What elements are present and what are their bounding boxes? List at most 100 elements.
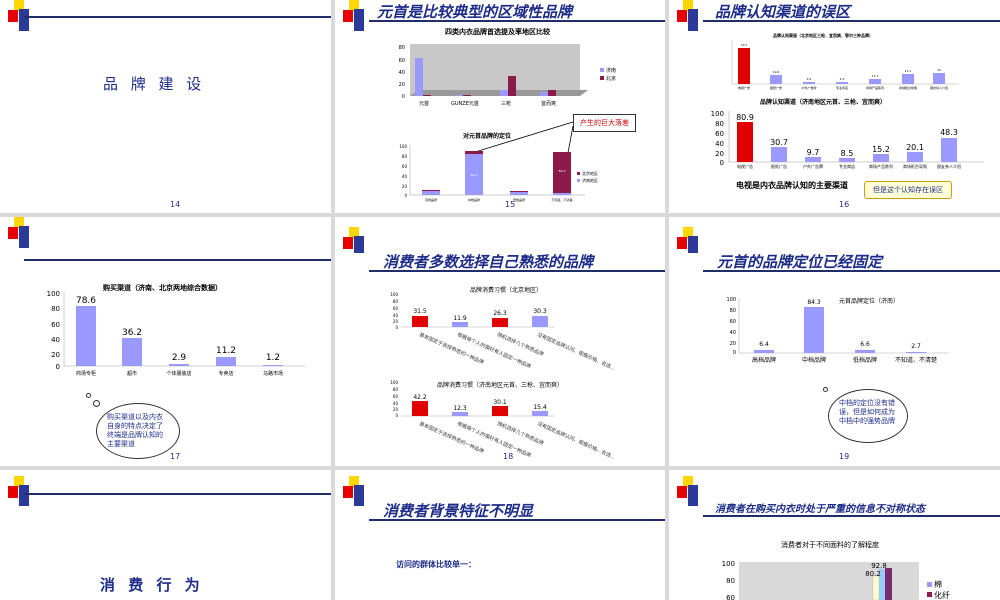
svg-text:高档品牌: 高档品牌	[425, 197, 437, 202]
callout-gap: 产生的巨大落差	[573, 114, 636, 132]
slide-title: 品 牌 建 设	[103, 75, 206, 93]
slide-logo-decoration	[343, 0, 364, 31]
svg-text:0: 0	[733, 350, 736, 356]
chart-title: 元首品牌定位（济南）	[839, 298, 900, 305]
chart-title: 对元首品牌的定位	[463, 133, 512, 140]
slide-logo-decoration	[677, 0, 698, 31]
category-label: 根据每个人的偏好有人固定一种品牌	[456, 420, 532, 459]
svg-text:15.4: 15.4	[533, 404, 547, 411]
svg-text:报纸广告: 报纸广告	[770, 85, 782, 90]
slide-logo-decoration	[677, 476, 698, 506]
svg-text:电视广告: 电视广告	[738, 85, 750, 90]
slide-16[interactable]: 品牌认知渠道的误区 品牌认知渠道（北京地区三枪、宜而爽、鄂尔三种品牌） 79.7…	[669, 0, 1000, 213]
svg-text:0: 0	[404, 193, 407, 198]
svg-text:马路市场: 马路市场	[263, 370, 283, 377]
svg-text:100: 100	[47, 290, 60, 298]
svg-text:超市: 超市	[127, 370, 137, 377]
svg-text:4.9: 4.9	[807, 77, 812, 81]
svg-text:高档品牌: 高档品牌	[752, 356, 776, 364]
svg-text:专卖店: 专卖店	[218, 370, 233, 377]
svg-text:48.3: 48.3	[940, 128, 958, 137]
svg-text:30.3: 30.3	[533, 308, 547, 315]
svg-text:8.5: 8.5	[841, 149, 854, 158]
svg-text:个体服装店: 个体服装店	[166, 370, 191, 377]
svg-text:11.2: 11.2	[216, 346, 236, 356]
svg-text:户外广告牌: 户外广告牌	[803, 163, 823, 169]
slide-title: 元首的品牌定位已经固定	[717, 253, 883, 271]
slide-22[interactable]: 消费者在购买内衣时处于严重的信息不对称状态 消费者对于不同面料的了解程度 100…	[669, 470, 1000, 600]
segment-label: 84.3	[471, 173, 478, 177]
svg-text:20: 20	[399, 82, 405, 88]
category-label: 三枪	[501, 100, 511, 107]
thought-bubble: 购买渠道以及内衣自身的特点决定了终端是品牌认知的主要渠道	[96, 403, 180, 459]
svg-text:92.8: 92.8	[871, 562, 887, 570]
header-line	[703, 515, 1000, 517]
category-label: 没有固定品牌认同、根据价格、合适…	[536, 420, 617, 461]
svg-text:60: 60	[715, 130, 724, 138]
svg-text:不知道、不清楚: 不知道、不清楚	[551, 197, 572, 202]
legend-jinan: 济南	[606, 67, 616, 74]
svg-text:80: 80	[730, 308, 736, 314]
svg-text:100: 100	[722, 560, 735, 568]
slide-21[interactable]: 消费者背景特征不明显 访问的群体比较单一：	[335, 470, 665, 600]
misconception-note: 但是这个认知存在误区	[864, 181, 952, 199]
bar-chart-habit-jinan: 100 80 60 40 20 0 42.2 12.3 30.1 15.4	[390, 380, 555, 418]
legend-beijing-area: 北京地区	[582, 170, 598, 176]
svg-text:11.7: 11.7	[872, 74, 879, 78]
slide-logo-decoration	[677, 227, 698, 253]
chart-title: 购买渠道（济南、北京两地综合数据）	[103, 284, 222, 292]
svg-text:2.9: 2.9	[172, 353, 187, 363]
slide-18[interactable]: 消费者多数选择自己熟悉的品牌 品牌消费习惯（北京地区） 100 80 60 40…	[335, 217, 665, 466]
svg-text:0: 0	[402, 94, 405, 100]
segment-label: 80.3	[559, 169, 566, 173]
svg-text:电视广告: 电视广告	[737, 163, 753, 169]
svg-text:80.2: 80.2	[865, 570, 881, 578]
slide-20[interactable]: 消 费 行 为	[0, 470, 331, 600]
chart-title: 四类内衣品牌首选提及率地区比较	[445, 28, 550, 36]
legend-beijing: 北京	[606, 75, 616, 82]
svg-text:40: 40	[51, 336, 60, 344]
thought-bubble: 中档的定位没有错误，但是如何成为中档中的强势品牌	[828, 389, 908, 443]
svg-text:60: 60	[730, 319, 736, 325]
svg-text:40: 40	[402, 174, 408, 179]
svg-text:80: 80	[393, 387, 399, 392]
slide-17[interactable]: 购买渠道（济南、北京两地综合数据） 100 80 60 40 20 0 78.6…	[0, 217, 331, 466]
svg-text:26.3: 26.3	[493, 310, 507, 317]
header-line	[369, 519, 665, 521]
svg-text:20.1: 20.1	[906, 143, 924, 152]
svg-text:30.7: 30.7	[770, 138, 788, 147]
thought-dot	[86, 393, 91, 398]
chart-title: 品牌消费习惯（济南地区元首、三枪、宜而爽）	[437, 382, 564, 389]
svg-text:100: 100	[399, 144, 407, 149]
thought-dot	[93, 400, 100, 407]
slide-logo-decoration	[8, 476, 29, 506]
svg-text:商场柜台导购: 商场柜台导购	[903, 163, 927, 169]
main-statement: 电视是内衣品牌认知的主要渠道	[736, 181, 848, 190]
header-line	[369, 20, 665, 22]
svg-text:中档品牌: 中档品牌	[468, 197, 480, 202]
slide-logo-decoration	[343, 476, 364, 506]
svg-text:23: 23	[937, 68, 941, 72]
category-label: 没有固定品牌认同、根据价格、合适…	[536, 331, 617, 372]
svg-text:15.2: 15.2	[872, 145, 890, 154]
page-number: 16	[839, 200, 850, 209]
svg-text:商场产品陈列: 商场产品陈列	[869, 163, 893, 169]
stacked-bar-chart-positioning: 100 80 60 40 20 0 84.3 80.3 高档品牌 中档品牌 低档…	[399, 144, 598, 202]
svg-text:60: 60	[726, 594, 735, 600]
header-line	[703, 270, 1000, 272]
bar-chart-habit-beijing: 100 80 60 40 20 0 31.5 11.9 26.3 30.3	[390, 292, 555, 330]
svg-text:100: 100	[390, 380, 398, 385]
svg-text:19.6: 19.6	[773, 70, 780, 74]
svg-text:20: 20	[730, 341, 736, 347]
slide-19[interactable]: 元首的品牌定位已经固定 元首品牌定位（济南） 100 80 60 40 20 0…	[669, 217, 1000, 466]
slide-14[interactable]: 品 牌 建 设 14	[0, 0, 331, 213]
svg-text:80: 80	[726, 577, 735, 585]
legend-cotton: 棉	[934, 579, 942, 589]
thought-dot	[823, 387, 828, 392]
slide-15[interactable]: 元首是比较典型的区域性品牌 四类内衣品牌首选提及率地区比较 80 60 40 2…	[335, 0, 665, 213]
bar-chart-jinan-channels: 100 80 60 40 20 0 80.9 30.7 9.7 8.5 15.2…	[711, 110, 984, 169]
slide-title: 消费者背景特征不明显	[383, 502, 534, 520]
svg-text:30.1: 30.1	[493, 399, 507, 406]
svg-text:20: 20	[402, 184, 408, 189]
page-number: 14	[170, 200, 181, 209]
